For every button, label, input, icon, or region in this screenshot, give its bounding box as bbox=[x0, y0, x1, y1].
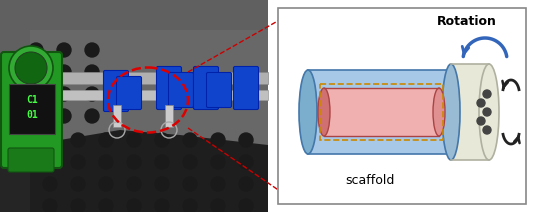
Circle shape bbox=[29, 87, 43, 101]
Ellipse shape bbox=[479, 64, 499, 160]
Ellipse shape bbox=[433, 88, 445, 136]
FancyBboxPatch shape bbox=[193, 67, 218, 110]
Circle shape bbox=[239, 155, 253, 169]
Bar bbox=[308, 70, 455, 154]
FancyBboxPatch shape bbox=[116, 77, 142, 110]
Circle shape bbox=[183, 199, 197, 212]
Polygon shape bbox=[30, 130, 268, 212]
Bar bbox=[320, 84, 443, 140]
Circle shape bbox=[155, 155, 169, 169]
Circle shape bbox=[29, 43, 43, 57]
FancyBboxPatch shape bbox=[9, 84, 55, 134]
Circle shape bbox=[483, 90, 491, 98]
Circle shape bbox=[183, 155, 197, 169]
FancyBboxPatch shape bbox=[8, 148, 54, 172]
Circle shape bbox=[71, 133, 85, 147]
Circle shape bbox=[239, 177, 253, 191]
Circle shape bbox=[155, 133, 169, 147]
Circle shape bbox=[127, 177, 141, 191]
Circle shape bbox=[155, 177, 169, 191]
Circle shape bbox=[127, 155, 141, 169]
Circle shape bbox=[71, 177, 85, 191]
Circle shape bbox=[29, 65, 43, 79]
Circle shape bbox=[99, 199, 113, 212]
Circle shape bbox=[57, 87, 71, 101]
FancyBboxPatch shape bbox=[104, 71, 129, 112]
Circle shape bbox=[85, 65, 99, 79]
FancyBboxPatch shape bbox=[169, 73, 193, 107]
Text: scaffold: scaffold bbox=[345, 174, 395, 187]
Ellipse shape bbox=[442, 64, 460, 160]
Text: Rotation: Rotation bbox=[437, 15, 497, 28]
Circle shape bbox=[127, 199, 141, 212]
Circle shape bbox=[483, 108, 491, 116]
Ellipse shape bbox=[446, 70, 464, 154]
Bar bbox=[0, 0, 268, 80]
FancyBboxPatch shape bbox=[207, 73, 232, 107]
Circle shape bbox=[211, 155, 225, 169]
Circle shape bbox=[183, 177, 197, 191]
Circle shape bbox=[99, 155, 113, 169]
Bar bbox=[165, 105, 173, 127]
Circle shape bbox=[477, 117, 485, 125]
Circle shape bbox=[57, 109, 71, 123]
Circle shape bbox=[15, 52, 47, 84]
Circle shape bbox=[211, 177, 225, 191]
Bar bbox=[58, 72, 268, 84]
Circle shape bbox=[71, 199, 85, 212]
Ellipse shape bbox=[299, 70, 317, 154]
Circle shape bbox=[211, 199, 225, 212]
Bar bbox=[113, 105, 121, 127]
Circle shape bbox=[71, 155, 85, 169]
FancyBboxPatch shape bbox=[156, 67, 182, 110]
Circle shape bbox=[483, 126, 491, 134]
Circle shape bbox=[239, 199, 253, 212]
Circle shape bbox=[85, 109, 99, 123]
Circle shape bbox=[43, 177, 57, 191]
Bar bbox=[0, 0, 268, 212]
Circle shape bbox=[9, 46, 53, 90]
Circle shape bbox=[211, 133, 225, 147]
Text: 01: 01 bbox=[26, 110, 38, 120]
Bar bbox=[278, 8, 526, 204]
FancyBboxPatch shape bbox=[233, 67, 258, 110]
Circle shape bbox=[57, 43, 71, 57]
Bar bbox=[324, 88, 439, 136]
Circle shape bbox=[99, 177, 113, 191]
Circle shape bbox=[29, 109, 43, 123]
Bar bbox=[0, 140, 80, 212]
Text: C1: C1 bbox=[26, 95, 38, 105]
Circle shape bbox=[183, 133, 197, 147]
Bar bbox=[451, 64, 489, 160]
Circle shape bbox=[477, 99, 485, 107]
Ellipse shape bbox=[318, 88, 330, 136]
Circle shape bbox=[239, 133, 253, 147]
Circle shape bbox=[43, 155, 57, 169]
Circle shape bbox=[57, 65, 71, 79]
Circle shape bbox=[127, 133, 141, 147]
Circle shape bbox=[99, 133, 113, 147]
Circle shape bbox=[43, 199, 57, 212]
Circle shape bbox=[85, 43, 99, 57]
Bar bbox=[58, 90, 268, 100]
Circle shape bbox=[155, 199, 169, 212]
Circle shape bbox=[85, 87, 99, 101]
Bar bbox=[30, 30, 268, 200]
FancyBboxPatch shape bbox=[1, 52, 62, 168]
Circle shape bbox=[43, 133, 57, 147]
